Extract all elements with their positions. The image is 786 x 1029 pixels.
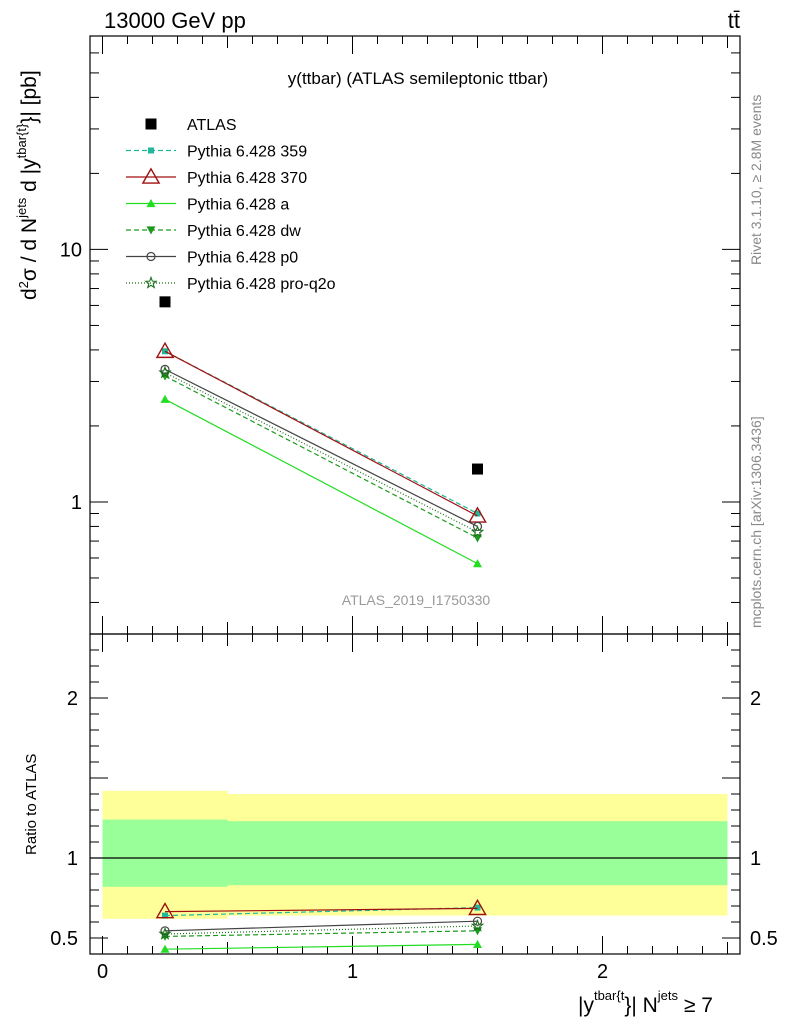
series-2 <box>160 394 482 568</box>
legend-marker <box>146 251 156 262</box>
main-series <box>155 296 487 568</box>
legend-item-2: Pythia 6.428 a <box>126 197 289 214</box>
ratio-series-4 <box>160 916 483 936</box>
series-line <box>164 368 478 527</box>
ratio-y-tick-label: 1 <box>67 848 78 870</box>
plot-title: y(ttbar) (ATLAS semileptonic ttbar) <box>288 69 548 88</box>
ratio-y-tick-label-right: 2 <box>750 688 761 710</box>
axis-ticks: 1 10 0 1 2 0.5 0.5 1 1 2 2 <box>50 35 778 983</box>
ratio-point <box>473 939 482 948</box>
ratio-y-tick-label: 2 <box>67 688 78 710</box>
legend-marker <box>148 147 154 154</box>
x-tick-label: 1 <box>347 961 358 983</box>
ratio-point <box>470 918 485 932</box>
series-point <box>160 394 170 403</box>
ratio-line <box>164 907 478 913</box>
green-band-0 <box>102 819 228 887</box>
main-y-axis-label: d2σ / d Njets d |ytbar{t}}| [pb] <box>14 70 41 300</box>
legend-label: Pythia 6.428 p0 <box>187 250 298 267</box>
series-3 <box>160 372 482 543</box>
ratio-point <box>160 944 170 953</box>
ratio-line <box>164 920 478 932</box>
ratio-line <box>164 925 478 935</box>
ratio-point <box>155 902 175 919</box>
atlas-data <box>159 296 483 475</box>
legend-marker <box>141 167 161 184</box>
ratio-series-5 <box>158 918 485 940</box>
legend-label: Pythia 6.428 a <box>187 197 289 214</box>
series-point <box>474 510 481 517</box>
ratio-y-tick-label-right: 1 <box>750 848 761 870</box>
ratio-point <box>474 904 481 911</box>
atlas-point <box>159 296 171 308</box>
green-band-1 <box>227 821 728 886</box>
series-4 <box>160 364 483 532</box>
ratio-series <box>155 898 487 953</box>
main-y-tick-label: 10 <box>60 239 82 261</box>
mcplots-label: mcplots.cern.ch [arXiv:1306.3436] <box>748 416 764 628</box>
header-energy-label: 13000 GeV pp <box>104 8 246 33</box>
x-tick-label: 2 <box>597 961 608 983</box>
ratio-line <box>164 930 478 937</box>
legend: ATLAS Pythia 6.428 359 Pythia 6.428 370 Pyt… <box>126 117 336 293</box>
legend-item-1: Pythia 6.428 370 <box>126 167 307 187</box>
ratio-y-tick-label-right: 0.5 <box>750 928 778 950</box>
series-5 <box>158 365 485 538</box>
legend-marker <box>146 199 156 208</box>
series-line <box>164 372 478 533</box>
svg-text:d2σ / d Njets d |ytbar{t}}|: d2σ / d Njets d |ytbar{t}}| [pb] <box>14 70 41 300</box>
series-point <box>470 524 485 538</box>
ratio-point <box>160 926 170 936</box>
legend-label: Pythia 6.428 359 <box>187 144 307 161</box>
ratio-series-1 <box>155 898 487 919</box>
x-axis-label: |ytbar{t}| Njets ≥ 7 <box>578 988 713 1017</box>
ratio-point <box>158 926 172 940</box>
rivet-version-label: Rivet 3.1.10, ≥ 2.8M events <box>748 95 764 265</box>
header-process-label: tt̄ <box>728 8 740 33</box>
series-line <box>164 350 478 517</box>
legend-item-3: Pythia 6.428 dw <box>126 223 301 240</box>
main-y-tick-label: 1 <box>71 492 82 514</box>
ratio-y-tick-label: 0.5 <box>50 928 78 950</box>
legend-label: Pythia 6.428 dw <box>187 223 301 240</box>
series-point <box>160 364 170 374</box>
legend-item-4: Pythia 6.428 p0 <box>126 250 298 267</box>
ratio-point <box>468 898 487 916</box>
ratio-point <box>162 912 168 919</box>
atlas-point <box>472 463 483 475</box>
series-point <box>158 365 172 379</box>
x-tick-label: 0 <box>97 961 108 983</box>
ratio-point <box>472 916 483 926</box>
legend-label: Pythia 6.428 pro-q2o <box>187 276 336 293</box>
series-point <box>473 559 482 568</box>
ratio-y-axis-label: Ratio to ATLAS <box>23 754 40 855</box>
series-line <box>164 398 478 565</box>
series-point <box>472 521 483 532</box>
legend-marker <box>145 118 157 130</box>
legend-item-5: Pythia 6.428 pro-q2o <box>126 275 336 293</box>
series-point <box>155 341 175 359</box>
legend-label: ATLAS <box>187 117 237 134</box>
uncertainty-bands <box>102 790 728 919</box>
legend-marker <box>144 275 158 289</box>
ratio-series-2 <box>160 939 482 953</box>
ratio-line <box>164 943 478 950</box>
legend-item-0: Pythia 6.428 359 <box>126 144 307 161</box>
svg-text:|ytbar{t}| Njets ≥ 7: |ytbar{t}| Njets ≥ 7 <box>578 988 713 1017</box>
legend-item-atlas: ATLAS <box>145 117 237 134</box>
analysis-watermark: ATLAS_2019_I1750330 <box>342 592 491 608</box>
series-0 <box>162 348 481 517</box>
series-line <box>164 375 478 539</box>
legend-label: Pythia 6.428 370 <box>187 170 307 187</box>
legend-marker <box>146 226 156 235</box>
